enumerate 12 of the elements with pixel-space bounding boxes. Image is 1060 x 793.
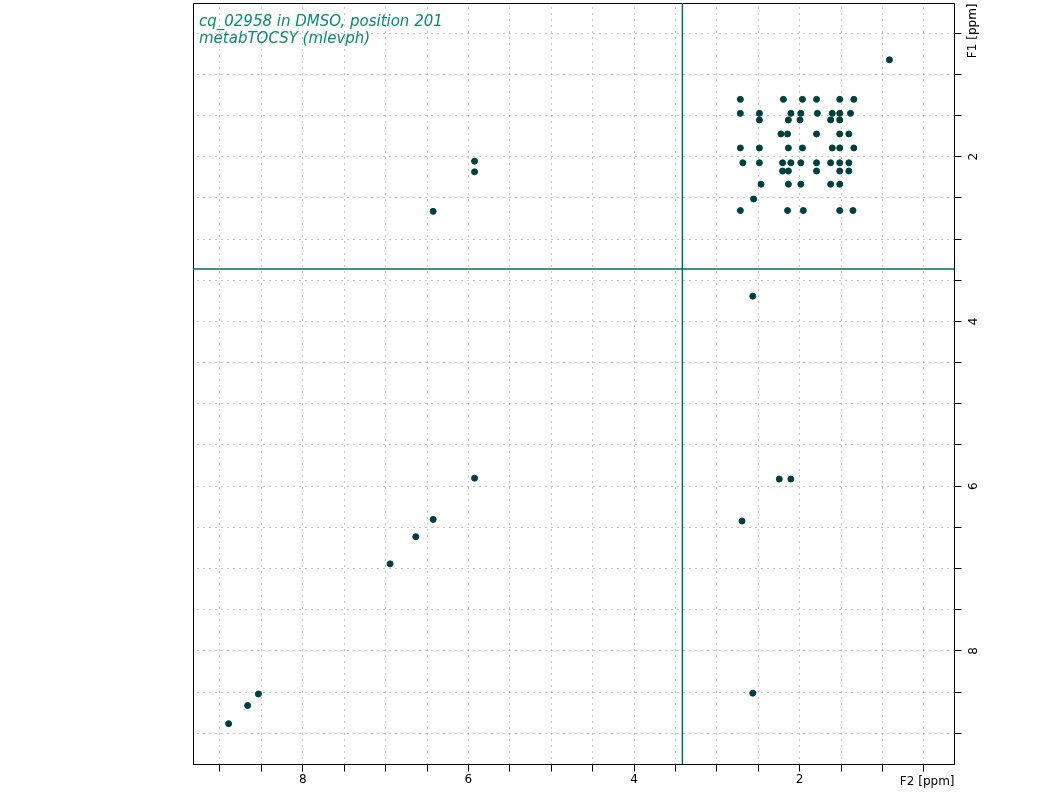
x-tick-label: 4 [630, 771, 638, 786]
y-tick-label: 6 [965, 482, 980, 490]
x-tick-label: 6 [464, 771, 473, 786]
text: cq_02958 in DMSO, position 201 [199, 12, 443, 32]
text: metabTOCSY (mlevph) [199, 29, 371, 48]
x-tick-label: 8 [298, 771, 307, 786]
y-tick-label: 4 [965, 317, 980, 326]
x-axis-title: F2 [ppm] [899, 773, 955, 788]
y-axis-title: F1 [ppm] [964, 3, 979, 59]
y-tick-label: 8 [965, 647, 980, 655]
y-tick-label: 2 [965, 152, 980, 161]
x-tick-label: 2 [795, 771, 804, 786]
